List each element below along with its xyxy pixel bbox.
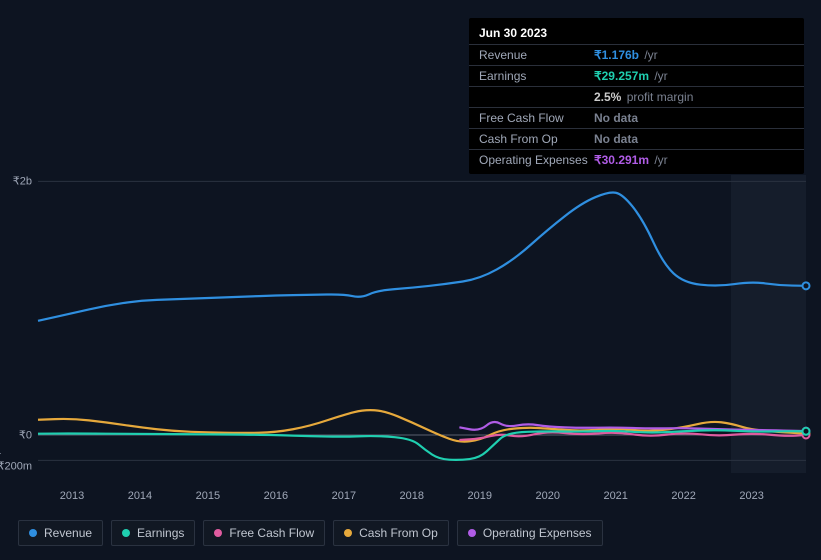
legend-dot (214, 529, 222, 537)
series-end-dot (803, 282, 810, 289)
legend-dot (344, 529, 352, 537)
x-tick-label: 2018 (400, 490, 424, 502)
legend-label: Cash From Op (359, 526, 438, 540)
tooltip-value: No data (594, 111, 794, 125)
tooltip-value: ₹29.257m /yr (594, 69, 794, 83)
chart-legend: Revenue Earnings Free Cash Flow Cash From O… (18, 520, 603, 546)
tooltip-label: Earnings (479, 69, 594, 83)
x-tick-label: 2014 (128, 490, 152, 502)
tooltip-title: Jun 30 2023 (469, 22, 804, 44)
legend-label: Free Cash Flow (229, 526, 314, 540)
legend-label: Revenue (44, 526, 92, 540)
tooltip-row: Revenue₹1.176b /yr (469, 44, 804, 65)
legend-item-earnings[interactable]: Earnings (111, 520, 195, 546)
x-tick-label: 2015 (196, 490, 220, 502)
x-tick-label: 2019 (468, 490, 492, 502)
tooltip-row: Earnings₹29.257m /yr (469, 65, 804, 86)
x-tick-label: 2022 (671, 490, 695, 502)
legend-item-revenue[interactable]: Revenue (18, 520, 103, 546)
y-axis-labels: ₹2b ₹0 -₹200m (0, 0, 38, 560)
series-revenue (38, 193, 806, 321)
tooltip-label: Revenue (479, 48, 594, 62)
series-cash_from_op (38, 410, 806, 442)
legend-dot (29, 529, 37, 537)
x-tick-label: 2020 (535, 490, 559, 502)
tooltip-value: ₹30.291m /yr (594, 153, 794, 167)
tooltip-row: Cash From OpNo data (469, 128, 804, 149)
legend-label: Operating Expenses (483, 526, 592, 540)
x-tick-label: 2023 (739, 490, 763, 502)
tooltip-label: Operating Expenses (479, 153, 594, 167)
legend-item-cash_from_op[interactable]: Cash From Op (333, 520, 449, 546)
tooltip-label: Free Cash Flow (479, 111, 594, 125)
tooltip-row: 2.5% profit margin (469, 86, 804, 107)
tooltip-value: ₹1.176b /yr (594, 48, 794, 62)
tooltip-value: 2.5% profit margin (594, 90, 794, 104)
x-tick-label: 2021 (603, 490, 627, 502)
y-tick-label: ₹2b (13, 175, 32, 188)
y-tick-label: -₹200m (0, 448, 32, 473)
tooltip-label: Cash From Op (479, 132, 594, 146)
series-end-dot (803, 428, 810, 435)
x-axis-labels: 2013 2014 2015 2016 2017 2018 2019 2020 2021 2022… (0, 490, 821, 508)
y-tick-label: ₹0 (19, 428, 32, 441)
legend-label: Earnings (137, 526, 184, 540)
tooltip-row: Operating Expenses₹30.291m /yr (469, 149, 804, 170)
x-tick-label: 2016 (264, 490, 288, 502)
tooltip-row: Free Cash FlowNo data (469, 107, 804, 128)
chart-tooltip: Jun 30 2023 Revenue₹1.176b /yrEarnings₹2… (469, 18, 804, 174)
tooltip-label (479, 90, 594, 104)
tooltip-value: No data (594, 132, 794, 146)
legend-item-operating_expenses[interactable]: Operating Expenses (457, 520, 603, 546)
legend-dot (468, 529, 476, 537)
x-tick-label: 2013 (60, 490, 84, 502)
financials-chart: ₹2b ₹0 -₹200m 2013 2014 2015 2016 2017 2018 2019… (0, 0, 821, 560)
legend-dot (122, 529, 130, 537)
x-tick-label: 2017 (332, 490, 356, 502)
legend-item-free_cash_flow[interactable]: Free Cash Flow (203, 520, 325, 546)
